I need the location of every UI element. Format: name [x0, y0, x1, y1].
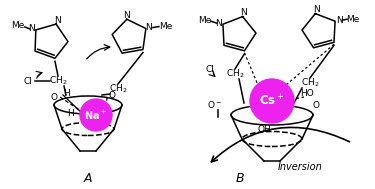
Text: N: N [28, 24, 35, 33]
Text: Cs$^+$: Cs$^+$ [260, 93, 285, 109]
Text: O$^-$: O$^-$ [207, 99, 222, 111]
Text: N: N [54, 15, 60, 25]
Text: O: O [312, 101, 320, 109]
Text: B: B [236, 173, 244, 185]
Text: CH$_2$: CH$_2$ [301, 77, 319, 89]
Text: H: H [67, 108, 74, 118]
Text: Cl: Cl [24, 77, 32, 85]
Text: CH$_2$: CH$_2$ [109, 83, 127, 95]
Text: CH$_2$: CH$_2$ [226, 68, 244, 80]
Text: HO: HO [300, 88, 314, 98]
Text: N: N [123, 11, 130, 20]
Text: Inversion: Inversion [278, 162, 322, 172]
Text: N: N [146, 23, 152, 32]
Text: Me: Me [346, 15, 360, 24]
Text: Me: Me [159, 22, 172, 31]
Text: N: N [336, 16, 342, 25]
Text: N: N [216, 19, 222, 28]
Text: Cl: Cl [206, 64, 214, 74]
Text: Me: Me [198, 16, 211, 25]
Text: Na$^+$: Na$^+$ [84, 108, 108, 122]
Text: Me: Me [11, 21, 24, 30]
Text: CH$_2$: CH$_2$ [49, 75, 67, 87]
Text: A: A [84, 173, 92, 185]
Text: N: N [240, 8, 247, 17]
Text: N: N [313, 5, 320, 14]
Text: O: O [51, 92, 57, 101]
Circle shape [250, 79, 294, 123]
Circle shape [80, 99, 112, 131]
Text: OH: OH [257, 125, 271, 133]
Text: H: H [63, 88, 69, 98]
Text: O: O [108, 91, 115, 99]
